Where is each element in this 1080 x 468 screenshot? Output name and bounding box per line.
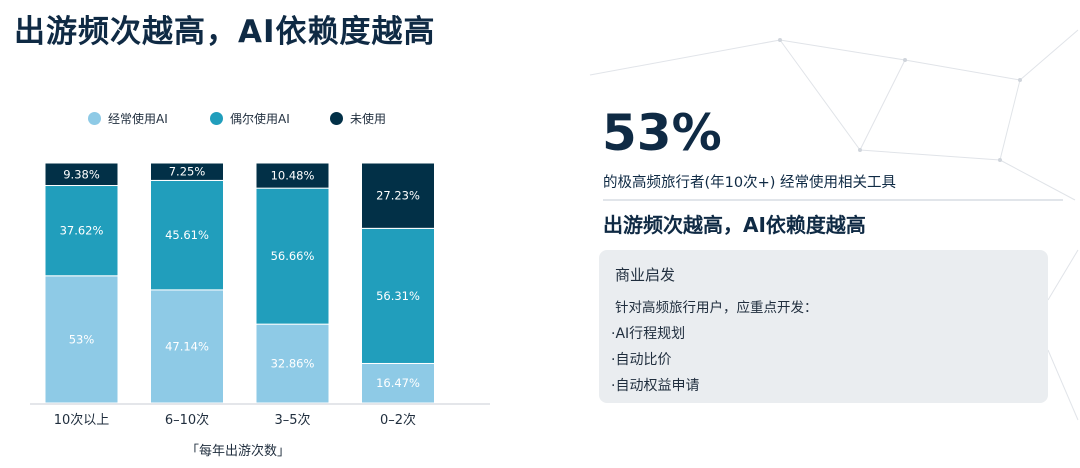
bar-segment (150, 289, 224, 404)
bar-segment (255, 162, 330, 189)
bar-segment (150, 179, 224, 291)
card-title: 商业启发 (615, 266, 676, 284)
legend-swatch-frequent (88, 112, 101, 125)
bar-data-label: 53% (69, 332, 95, 346)
bar-data-label: 32.86% (271, 357, 315, 371)
x-tick-label: 0–2次 (380, 412, 416, 428)
card-intro: 针对高频旅行用户，应重点开发： (615, 300, 818, 316)
card-list-item: ·AI行程规划 (611, 326, 686, 342)
x-tick-label: 6–10次 (165, 412, 209, 428)
x-tick-label: 3–5次 (274, 412, 310, 428)
kpi-description: 的极高频旅行者(年10次+) 经常使用相关工具 (603, 175, 897, 191)
bar-data-label: 56.66% (271, 249, 315, 263)
stacked-bar-chart: 53% 37.62% 9.38% 10次以上 47.14% 45.61% 7.25% 6–10… (30, 162, 490, 459)
page-title: 出游频次越高，AI依赖度越高 (14, 14, 436, 50)
insight-subtitle: 出游频次越高，AI依赖度越高 (603, 213, 866, 237)
bar-segment (255, 187, 330, 325)
legend-item-never: 未使用 (330, 110, 386, 127)
x-tick-label: 10次以上 (54, 412, 110, 428)
legend-label-frequent: 经常使用AI (108, 112, 168, 126)
kpi-value: 53% (602, 104, 722, 162)
bar-segment (361, 162, 435, 229)
x-axis-label: 「每年出游次数」 (186, 443, 290, 459)
bar-data-label: 56.31% (376, 289, 420, 303)
bar-data-label: 47.14% (165, 339, 209, 353)
bar-segment (361, 362, 435, 404)
bar-data-label: 37.62% (60, 224, 104, 238)
bar-segment (361, 227, 435, 364)
bar-segment (255, 323, 330, 404)
legend-swatch-never (330, 112, 343, 125)
card-list: ·AI行程规划 ·自动比价 ·自动权益申请 (611, 322, 699, 400)
bar-data-label: 45.61% (165, 228, 209, 242)
card-list-item: ·自动权益申请 (611, 378, 700, 394)
legend-swatch-occasional (210, 112, 223, 125)
bar-segment (44, 275, 119, 404)
bar-data-label: 7.25% (169, 165, 206, 179)
bar-data-label: 16.47% (376, 376, 420, 390)
legend-label-occasional: 偶尔使用AI (230, 112, 290, 126)
divider (603, 199, 1063, 201)
bar-segment (44, 162, 119, 187)
legend-item-frequent: 经常使用AI (88, 110, 168, 127)
card-list-item: ·自动比价 (611, 352, 672, 368)
bar-data-label: 9.38% (63, 167, 100, 181)
legend-label-never: 未使用 (350, 112, 387, 126)
bar-segment (44, 185, 119, 277)
business-insight-card: 商业启发 针对高频旅行用户，应重点开发： ·AI行程规划 ·自动比价 ·自动权益… (599, 250, 1048, 403)
bar-data-label: 10.48% (271, 169, 315, 183)
bar-data-label: 27.23% (376, 189, 420, 203)
bar-segment (150, 162, 224, 181)
legend-item-occasional: 偶尔使用AI (210, 110, 290, 127)
